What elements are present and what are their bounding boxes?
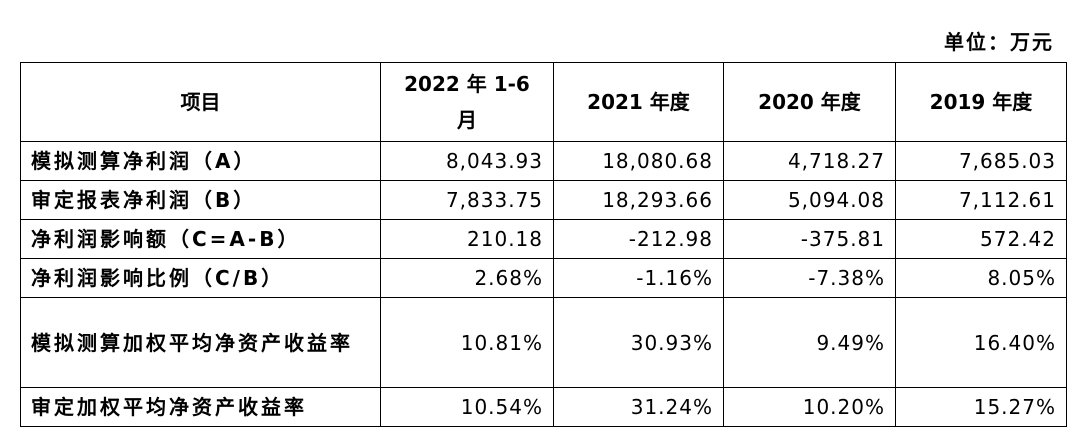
header-row: 项目 2022 年 1-6 月 2021 年度 2020 年度 2019 年度	[20, 62, 1067, 142]
table-cell: -375.81	[723, 219, 896, 259]
table-row: 净利润影响额（C=A-B） 210.18 -212.98 -375.81 572.42	[20, 219, 1067, 259]
row-label: 审定报表净利润（B）	[20, 180, 381, 220]
column-header: 2020 年度	[723, 62, 896, 142]
table-cell: 18,080.68	[553, 141, 724, 181]
table-row: 审定报表净利润（B） 7,833.75 18,293.66 5,094.08 7,112…	[20, 180, 1067, 220]
table-cell: 15.27%	[895, 387, 1067, 427]
column-header: 2019 年度	[895, 62, 1067, 142]
table-cell: 31.24%	[553, 387, 724, 427]
column-header: 2022 年 1-6 月	[380, 62, 554, 142]
table-cell: 18,293.66	[553, 180, 724, 220]
row-label: 净利润影响比例（C/B）	[20, 258, 381, 298]
table-cell: 10.54%	[380, 387, 554, 427]
table-cell: 8.05%	[895, 258, 1067, 298]
table-cell: -7.38%	[723, 258, 896, 298]
table-cell: 10.20%	[723, 387, 896, 427]
row-label: 净利润影响额（C=A-B）	[20, 219, 381, 259]
table-row: 审定加权平均净资产收益率 10.54% 31.24% 10.20% 15.27%	[20, 387, 1067, 427]
table-cell: 16.40%	[895, 297, 1067, 388]
table-row: 模拟测算加权平均净资产收益率 10.81% 30.93% 9.49% 16.40%	[20, 297, 1067, 388]
table-row: 模拟测算净利润（A） 8,043.93 18,080.68 4,718.27 7,685…	[20, 141, 1067, 181]
column-header: 2021 年度	[553, 62, 724, 142]
table-cell: 4,718.27	[723, 141, 896, 181]
table-cell: 10.81%	[380, 297, 554, 388]
table-cell: 30.93%	[553, 297, 724, 388]
row-label: 模拟测算加权平均净资产收益率	[20, 297, 381, 388]
table-row: 净利润影响比例（C/B） 2.68% -1.16% -7.38% 8.05%	[20, 258, 1067, 298]
table-cell: 7,112.61	[895, 180, 1067, 220]
row-label: 审定加权平均净资产收益率	[20, 387, 381, 427]
table-cell: 9.49%	[723, 297, 896, 388]
table-cell: 572.42	[895, 219, 1067, 259]
table-cell: 7,685.03	[895, 141, 1067, 181]
table-cell: -212.98	[553, 219, 724, 259]
row-label: 模拟测算净利润（A）	[20, 141, 381, 181]
table-cell: 210.18	[380, 219, 554, 259]
table-cell: 2.68%	[380, 258, 554, 298]
table-cell: 8,043.93	[380, 141, 554, 181]
unit-label: 单位：万元	[944, 30, 1054, 54]
column-header: 项目	[20, 62, 381, 142]
table-cell: -1.16%	[553, 258, 724, 298]
table-cell: 5,094.08	[723, 180, 896, 220]
table-cell: 7,833.75	[380, 180, 554, 220]
data-table: 项目 2022 年 1-6 月 2021 年度 2020 年度 2019 年度 模拟测算…	[20, 62, 1067, 427]
